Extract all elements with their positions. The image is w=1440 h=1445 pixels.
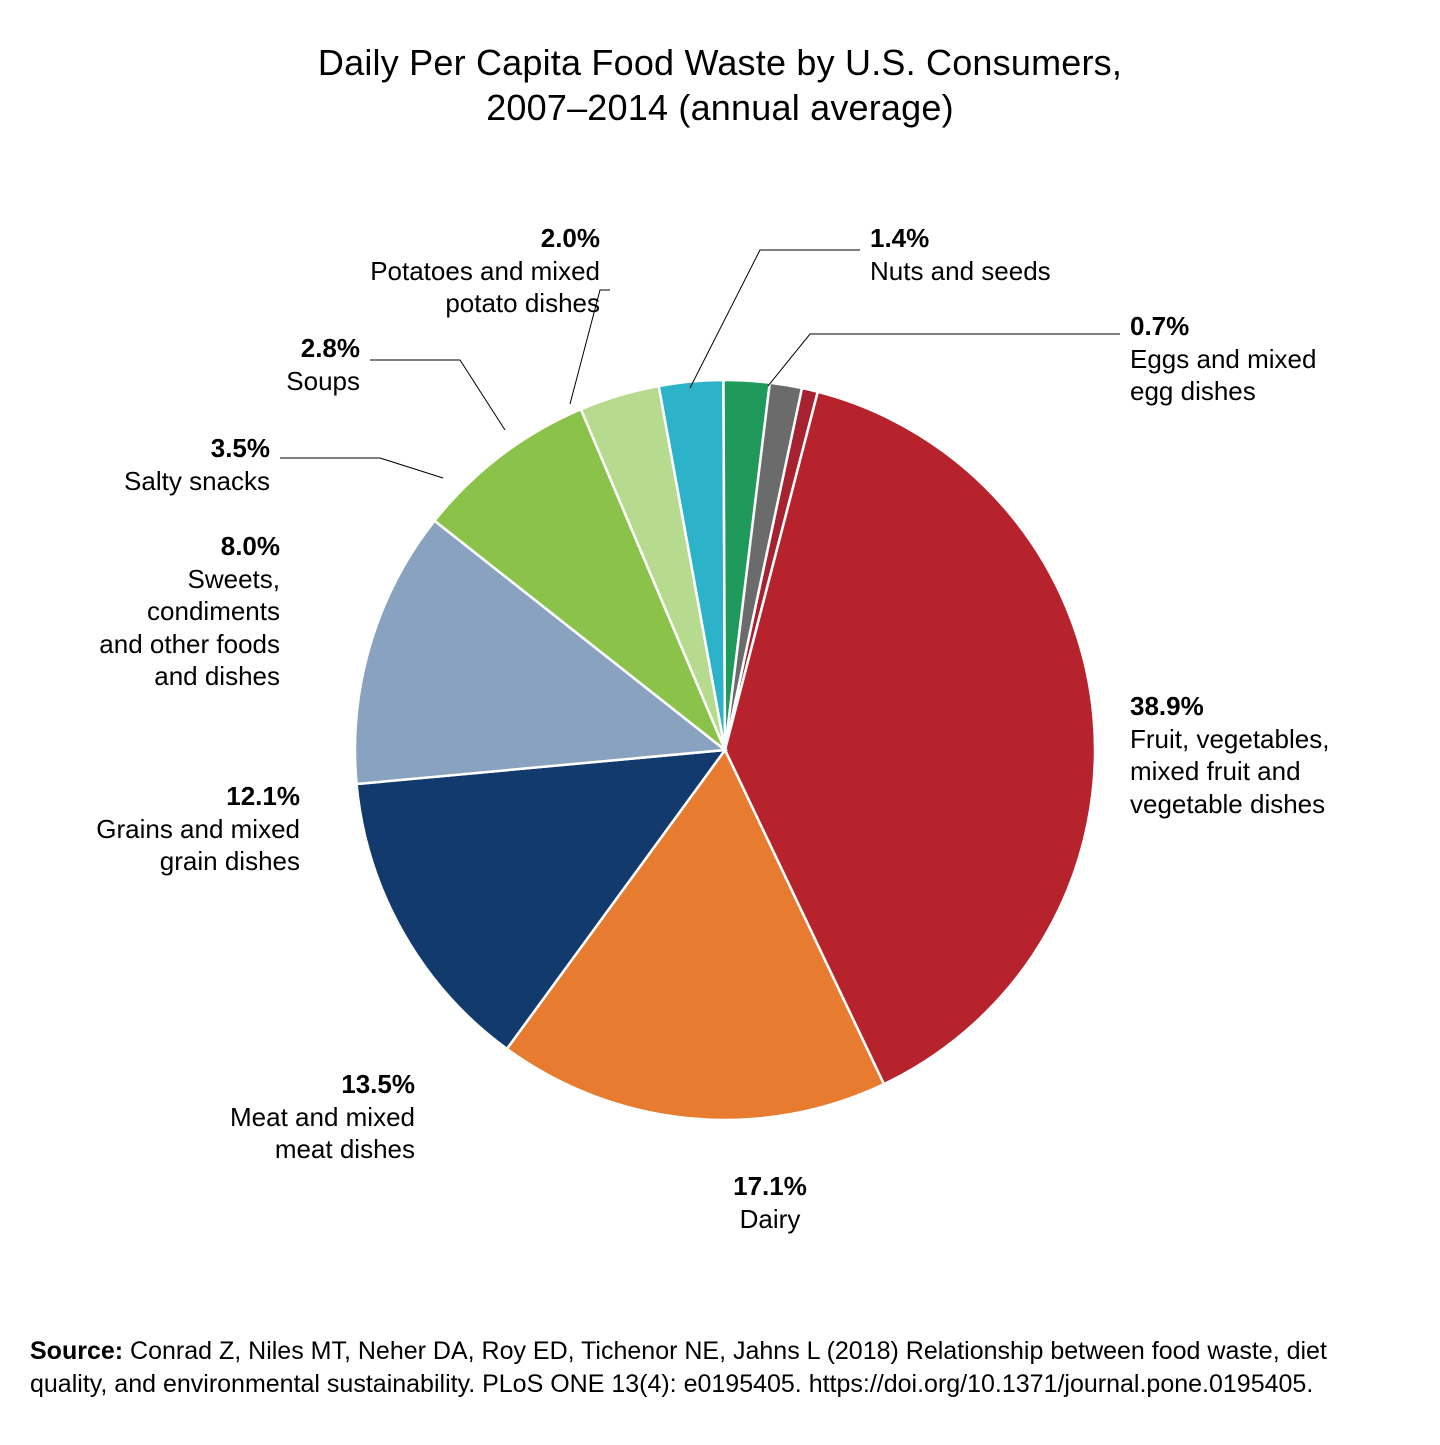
slice-percent: 17.1% [570,1170,970,1203]
slice-label-line: Fruit, vegetables, [1130,723,1329,756]
slice-label-line: Potatoes and mixed [370,255,600,288]
slice-label-line: potato dishes [370,287,600,320]
slice-label: 0.7%Eggs and mixedegg dishes [1130,310,1316,408]
slice-label-line: and other foods [99,628,280,661]
slice-percent: 8.0% [99,530,280,563]
source-text: Conrad Z, Niles MT, Neher DA, Roy ED, Ti… [30,1337,1327,1398]
source-prefix: Source: [30,1337,130,1365]
slice-percent: 3.5% [124,432,270,465]
chart-page: Daily Per Capita Food Waste by U.S. Cons… [0,0,1440,1440]
slice-label: 12.1%Grains and mixedgrain dishes [96,780,300,878]
slice-percent: 12.1% [96,780,300,813]
slice-label-line: Sweets, [99,563,280,596]
slice-label: 1.4%Nuts and seeds [870,222,1051,287]
slice-percent: 38.9% [1130,690,1329,723]
slice-label-line: Nuts and seeds [870,255,1051,288]
slice-percent: 0.7% [1130,310,1316,343]
slice-percent: 13.5% [230,1068,415,1101]
slice-label-line: meat dishes [230,1133,415,1166]
leader-line [280,458,443,478]
slice-label: 3.5%Salty snacks [124,432,270,497]
slice-label-line: Soups [286,365,360,398]
slice-label-line: Salty snacks [124,465,270,498]
leader-line [690,250,860,388]
slice-label: 2.8%Soups [286,332,360,397]
pie-chart: 0.7%Eggs and mixedegg dishes 38.9%Fruit, … [0,0,1440,1440]
slice-label-line: grain dishes [96,845,300,878]
slice-label: 38.9%Fruit, vegetables,mixed fruit andve… [1130,690,1329,820]
slice-label-line: condiments [99,595,280,628]
slice-label-line: egg dishes [1130,375,1316,408]
slice-label: 13.5%Meat and mixedmeat dishes [230,1068,415,1166]
slice-percent: 1.4% [870,222,1051,255]
slice-label-line: mixed fruit and [1130,755,1329,788]
slice-label-line: Eggs and mixed [1130,343,1316,376]
slice-percent: 2.0% [370,222,600,255]
slice-percent: 2.8% [286,332,360,365]
slice-label-line: vegetable dishes [1130,788,1329,821]
slice-label-line: Meat and mixed [230,1101,415,1134]
slice-label-line: Dairy [570,1203,970,1236]
leader-line [768,334,1120,386]
slice-label-line: and dishes [99,660,280,693]
source-citation: Source: Conrad Z, Niles MT, Neher DA, Ro… [30,1335,1410,1400]
leader-line [370,360,505,430]
slice-label: 2.0%Potatoes and mixedpotato dishes [370,222,600,320]
slice-label-line: Grains and mixed [96,813,300,846]
slice-label: 8.0%Sweets,condimentsand other foodsand … [99,530,280,693]
slice-label: 17.1%Dairy [570,1170,970,1235]
